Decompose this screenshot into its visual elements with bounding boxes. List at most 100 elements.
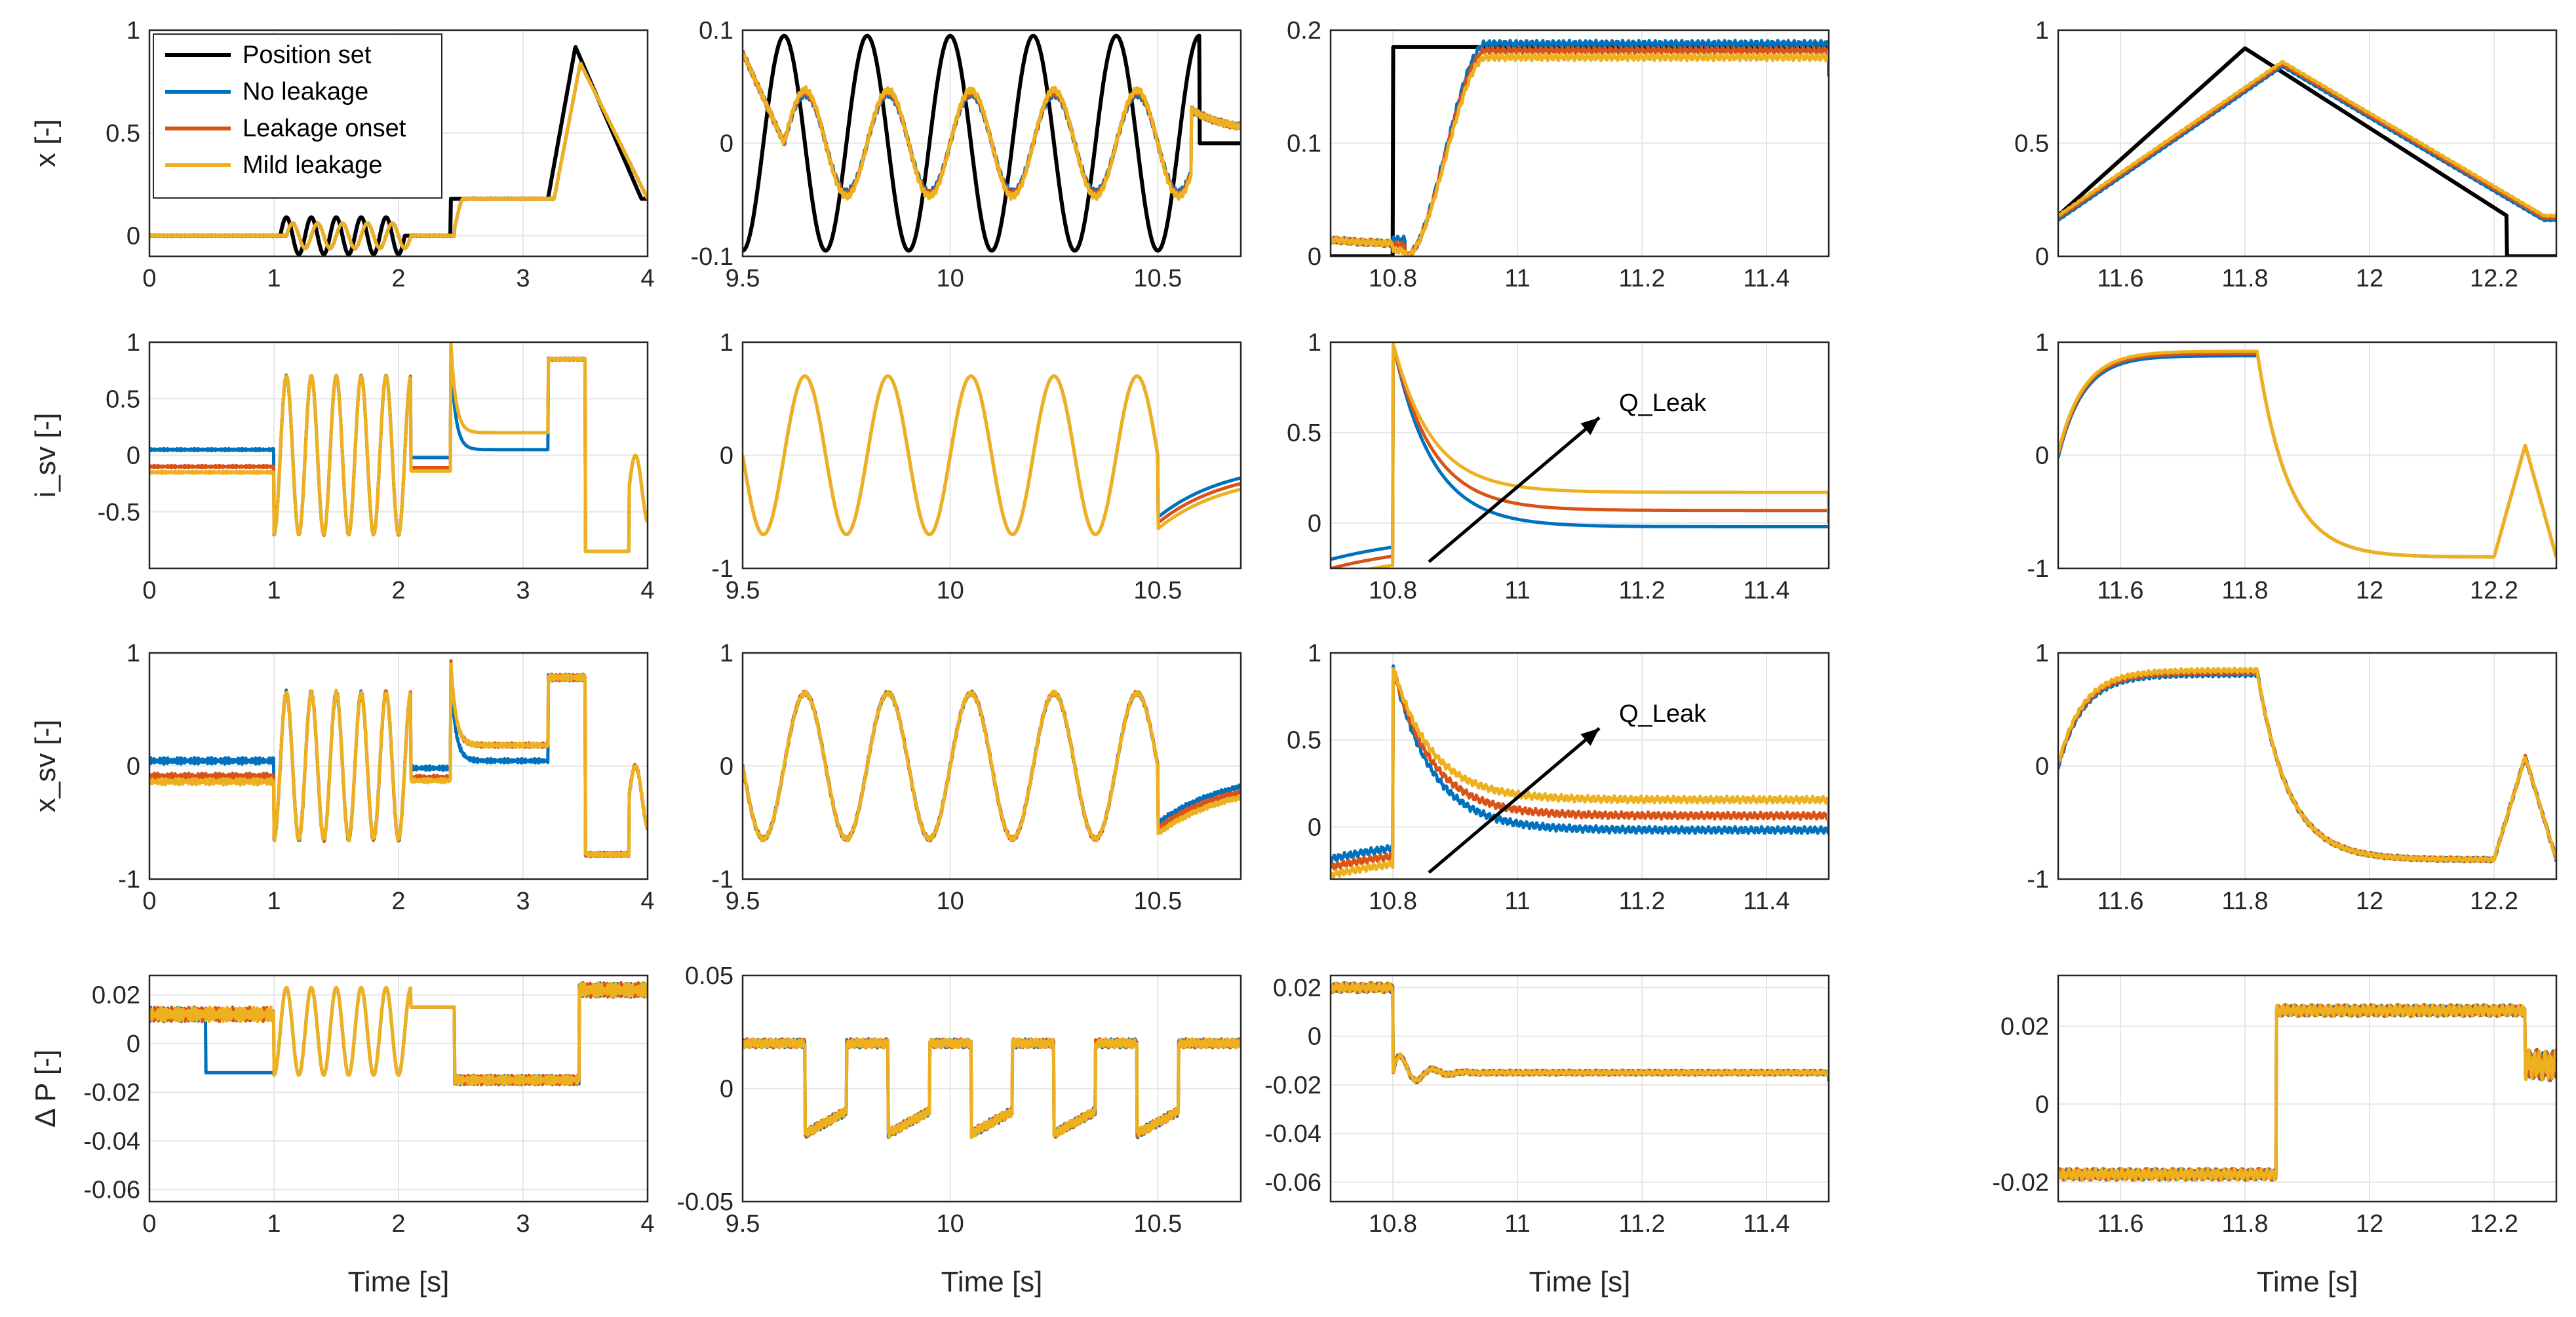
subplot-r4-c4: 11.6 11.8 12 12.2 -0.02 0 0.02: [1992, 974, 2558, 1238]
subplot-r1-c4: 11.6 11.8 12 12.2 0 0.5 1: [2014, 17, 2558, 292]
series-group: [743, 1037, 1241, 1139]
x-tick-label: 10.5: [1133, 577, 1182, 604]
y-tick-label: -1: [711, 555, 733, 583]
series-group: [1331, 342, 1829, 568]
y-axis-label: i_sv [-]: [29, 413, 62, 498]
y-tick-label: -0.05: [676, 1189, 733, 1216]
x-tick-label: 4: [640, 1210, 654, 1238]
axes-frame: [741, 974, 1242, 1203]
axes-frame: [148, 341, 649, 570]
axes-frame: [148, 652, 649, 880]
y-tick-label: -0.02: [1264, 1072, 1321, 1099]
series-group: [149, 342, 648, 553]
legend-label-no-leakage: No leakage: [243, 78, 368, 106]
x-tick-label: 0: [142, 265, 156, 292]
x-tick-label: 11.2: [1618, 577, 1665, 604]
x-tick-label: 11.8: [2221, 265, 2268, 292]
y-tick-label: 0: [2035, 442, 2049, 470]
series-group: [2058, 46, 2556, 256]
series-no-leakage: [1331, 342, 1829, 561]
plot-area: [1331, 975, 1829, 1202]
subplot-r4-c2: 9.5 10 10.5 -0.05 0 0.05: [676, 962, 1242, 1238]
series-mild-leakage: [149, 981, 648, 1087]
y-tick-label: 0: [720, 1076, 733, 1103]
x-tick-label: 11.6: [2097, 888, 2143, 915]
series-mild-leakage: [1331, 50, 1829, 256]
y-tick-label: 0: [1308, 814, 1321, 841]
x-tick-label: 11.4: [1743, 265, 1789, 292]
series-leakage-onset: [1331, 342, 1829, 568]
plot-area: [1331, 653, 1829, 879]
x-tick-label: 12: [2356, 1210, 2383, 1238]
x-tick-label: 1: [267, 1210, 281, 1238]
y-tick-label: 0.02: [1273, 975, 1321, 1002]
x-axis-label: Time [s]: [2257, 1266, 2358, 1298]
x-tick-label: 2: [391, 888, 405, 915]
series-mild-leakage: [1363, 342, 1829, 568]
x-tick-label: 10.5: [1133, 888, 1182, 915]
y-tick-label: 0: [127, 223, 140, 250]
x-axis-label: Time [s]: [1529, 1266, 1631, 1298]
x-tick-label: 10: [937, 1210, 964, 1238]
y-tick-label: -0.06: [1264, 1169, 1321, 1196]
series-group: [149, 981, 648, 1087]
subplot-r4-c1: 0 1 2 3 4 -0.06 -0.04 -0.02 0 0.02: [83, 974, 655, 1238]
series-mild-leakage: [2058, 1003, 2556, 1182]
x-tick-label: 11.6: [2097, 577, 2143, 604]
axes-frame: [2057, 341, 2558, 570]
y-tick-label: 1: [2035, 17, 2049, 45]
x-tick-label: 1: [267, 265, 281, 292]
x-tick-label: 11.8: [2221, 1210, 2268, 1238]
x-tick-label: 11: [1504, 265, 1530, 292]
series-group: [2058, 349, 2556, 559]
x-tick-label: 4: [640, 265, 654, 292]
leak-arrowhead: [1580, 418, 1599, 435]
y-tick-label: 0.5: [106, 120, 140, 147]
series-leakage-onset: [1331, 668, 1829, 871]
x-tick-label: 1: [267, 888, 281, 915]
series-group: [1331, 664, 1829, 879]
x-tick-label: 0: [142, 888, 156, 915]
series-mild-leakage: [743, 52, 1241, 201]
legend-label-position-set: Position set: [243, 41, 372, 69]
leak-annotation: Q_Leak: [1619, 700, 1707, 728]
y-tick-label: 0: [1308, 243, 1321, 271]
x-tick-label: 4: [640, 888, 654, 915]
y-tick-label: 0: [2035, 1091, 2049, 1118]
series-mild-leakage: [2058, 60, 2556, 218]
series-group: [743, 689, 1241, 843]
y-tick-label: 1: [127, 17, 140, 45]
y-tick-label: 0: [127, 442, 140, 470]
x-tick-label: 11.4: [1743, 1210, 1789, 1238]
leak-arrow: [1428, 727, 1601, 874]
legend-label-leakage-onset: Leakage onset: [243, 115, 406, 142]
x-tick-label: 11.2: [1618, 1210, 1665, 1238]
x-tick-label: 12.2: [2470, 577, 2518, 604]
y-tick-label: -1: [711, 866, 733, 894]
leak-arrowhead: [1580, 728, 1599, 746]
x-tick-label: 11.4: [1743, 888, 1789, 915]
y-tick-label: 0: [720, 130, 733, 158]
series-group: [2058, 1003, 2556, 1182]
subplot-r2-c1: 0 1 2 3 4 -0.5 0 0.5 1: [98, 329, 655, 604]
y-tick-label: 1: [2035, 329, 2049, 357]
x-tick-label: 10: [937, 888, 964, 915]
subplot-r1-c2: 9.5 10 10.5 -0.1 0 0.1: [691, 17, 1242, 292]
x-tick-label: 11.8: [2221, 577, 2268, 604]
leak-arrow: [1428, 416, 1601, 563]
y-tick-label: -1: [118, 866, 140, 894]
axes-frame: [1329, 341, 1830, 570]
x-tick-label: 0: [142, 1210, 156, 1238]
y-tick-label: 0.2: [1287, 17, 1321, 45]
x-tick-label: 12: [2356, 888, 2383, 915]
axes-frame: [148, 29, 649, 258]
subplot-r2-c3: 10.8 11 11.2 11.4 0 0.5 1 Q_Leak: [1287, 329, 1830, 604]
y-tick-label: -0.02: [1992, 1169, 2049, 1196]
x-tick-label: 10.8: [1369, 1210, 1417, 1238]
series-position-set: [743, 33, 1241, 253]
y-tick-label: 0.5: [2014, 130, 2049, 158]
x-tick-label: 11.4: [1743, 577, 1789, 604]
y-tick-label: 1: [1308, 329, 1321, 357]
x-tick-label: 10.5: [1133, 265, 1182, 292]
